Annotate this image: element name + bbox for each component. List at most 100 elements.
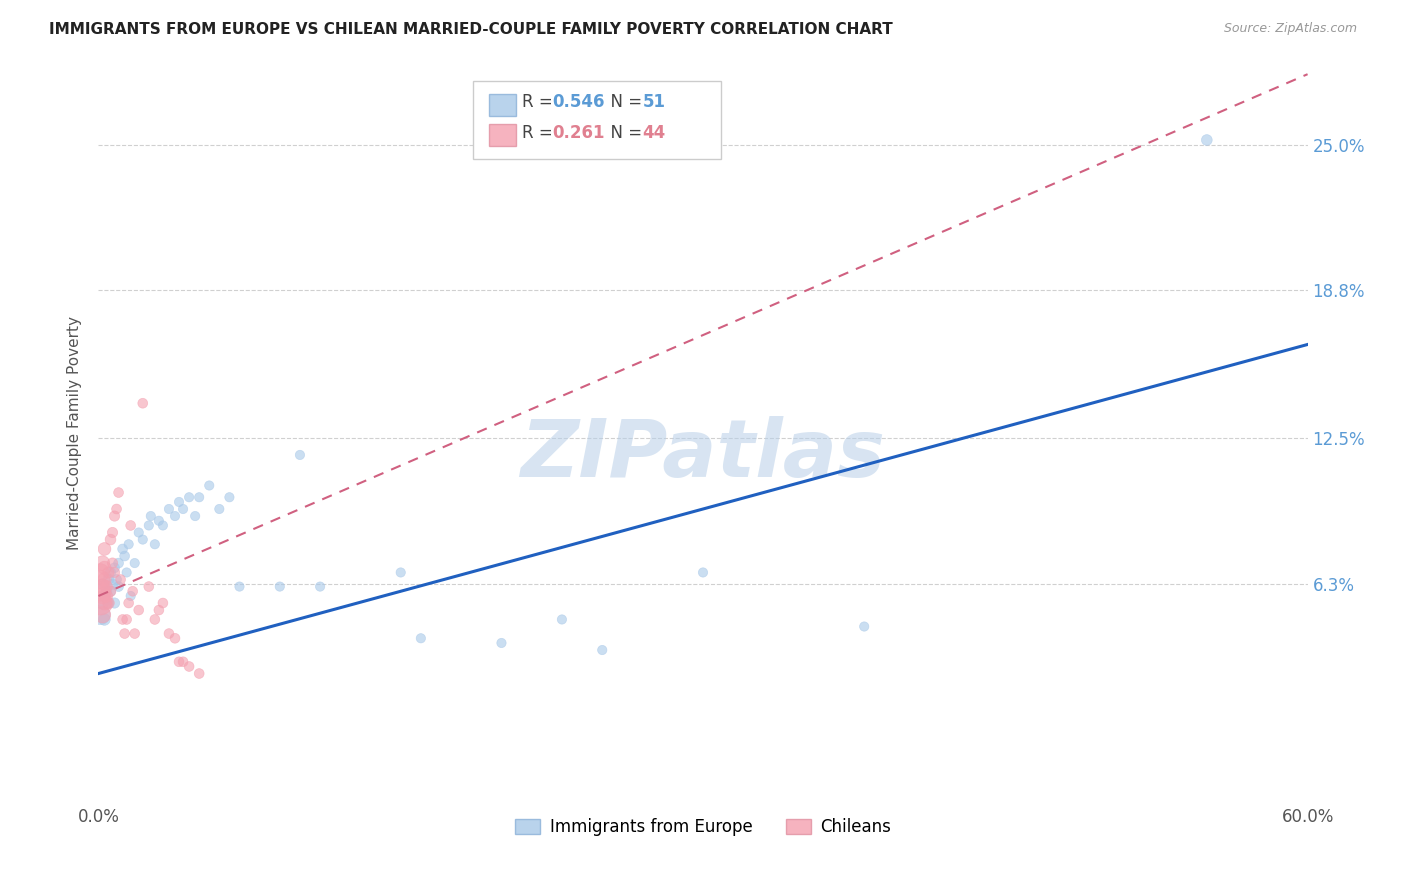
Point xyxy=(103,566,125,580)
Point xyxy=(118,537,141,551)
Point xyxy=(138,518,160,533)
Point xyxy=(228,580,250,594)
Point xyxy=(100,584,122,599)
Point xyxy=(121,584,143,599)
Point xyxy=(100,566,122,580)
Point xyxy=(148,514,170,528)
Point xyxy=(89,566,111,580)
Point xyxy=(105,573,128,587)
Point xyxy=(167,655,190,669)
Text: 51: 51 xyxy=(643,93,665,111)
Point xyxy=(91,556,114,570)
Point xyxy=(288,448,311,462)
Point xyxy=(198,478,221,492)
Point xyxy=(114,549,136,563)
Point xyxy=(107,485,129,500)
Text: N =: N = xyxy=(600,93,648,111)
Y-axis label: Married-Couple Family Poverty: Married-Couple Family Poverty xyxy=(67,316,83,549)
Point xyxy=(188,490,211,504)
Point xyxy=(188,666,211,681)
Point xyxy=(179,490,201,504)
Point xyxy=(152,518,174,533)
Point xyxy=(124,556,146,570)
Text: R =: R = xyxy=(522,124,558,142)
Point xyxy=(114,626,136,640)
Point xyxy=(269,580,291,594)
Point xyxy=(97,566,120,580)
Point xyxy=(91,580,114,594)
Legend: Immigrants from Europe, Chileans: Immigrants from Europe, Chileans xyxy=(508,811,898,843)
Point xyxy=(143,537,166,551)
Point xyxy=(111,541,134,556)
Point xyxy=(132,533,155,547)
Point xyxy=(172,502,194,516)
Point xyxy=(91,607,114,622)
Point xyxy=(692,566,714,580)
Point xyxy=(103,561,125,575)
Point xyxy=(172,655,194,669)
Point xyxy=(853,619,876,633)
Point xyxy=(110,573,132,587)
FancyBboxPatch shape xyxy=(489,94,516,116)
Point xyxy=(124,626,146,640)
Text: ZIPatlas: ZIPatlas xyxy=(520,416,886,494)
Point xyxy=(163,632,186,646)
Point xyxy=(389,566,412,580)
Point xyxy=(128,525,150,540)
Text: 0.261: 0.261 xyxy=(551,124,605,142)
Point xyxy=(100,584,122,599)
Point xyxy=(105,502,128,516)
FancyBboxPatch shape xyxy=(474,81,721,159)
Point xyxy=(120,589,142,603)
Point xyxy=(163,509,186,524)
Point xyxy=(96,580,118,594)
Point xyxy=(1195,133,1218,147)
Point xyxy=(91,577,114,591)
Point xyxy=(91,589,114,603)
Point xyxy=(138,580,160,594)
Point xyxy=(143,612,166,626)
Text: 0.546: 0.546 xyxy=(551,93,605,111)
Point xyxy=(101,525,124,540)
Point xyxy=(409,632,432,646)
Point xyxy=(139,509,162,524)
Point xyxy=(89,573,111,587)
Point xyxy=(93,596,115,610)
Point xyxy=(93,612,115,626)
Point xyxy=(132,396,155,410)
Point xyxy=(107,556,129,570)
Point xyxy=(167,495,190,509)
Point xyxy=(218,490,240,504)
Point xyxy=(591,643,613,657)
Point xyxy=(89,596,111,610)
Point xyxy=(208,502,231,516)
Point xyxy=(101,556,124,570)
Point xyxy=(107,580,129,594)
Point xyxy=(157,626,180,640)
Point xyxy=(115,612,138,626)
Point xyxy=(89,584,111,599)
Point xyxy=(91,596,114,610)
Text: Source: ZipAtlas.com: Source: ZipAtlas.com xyxy=(1223,22,1357,36)
Point xyxy=(551,612,574,626)
Point xyxy=(157,502,180,516)
Point xyxy=(97,596,120,610)
Point xyxy=(96,584,118,599)
Point xyxy=(96,589,118,603)
Point xyxy=(93,573,115,587)
Point xyxy=(89,607,111,622)
Point xyxy=(111,612,134,626)
Point xyxy=(97,596,120,610)
Point xyxy=(128,603,150,617)
Point xyxy=(179,659,201,673)
Point xyxy=(97,573,120,587)
Point xyxy=(184,509,207,524)
Point xyxy=(93,561,115,575)
Point xyxy=(115,566,138,580)
Point xyxy=(103,509,125,524)
Point xyxy=(93,541,115,556)
Point xyxy=(93,589,115,603)
FancyBboxPatch shape xyxy=(489,124,516,146)
Point xyxy=(148,603,170,617)
Point xyxy=(309,580,332,594)
